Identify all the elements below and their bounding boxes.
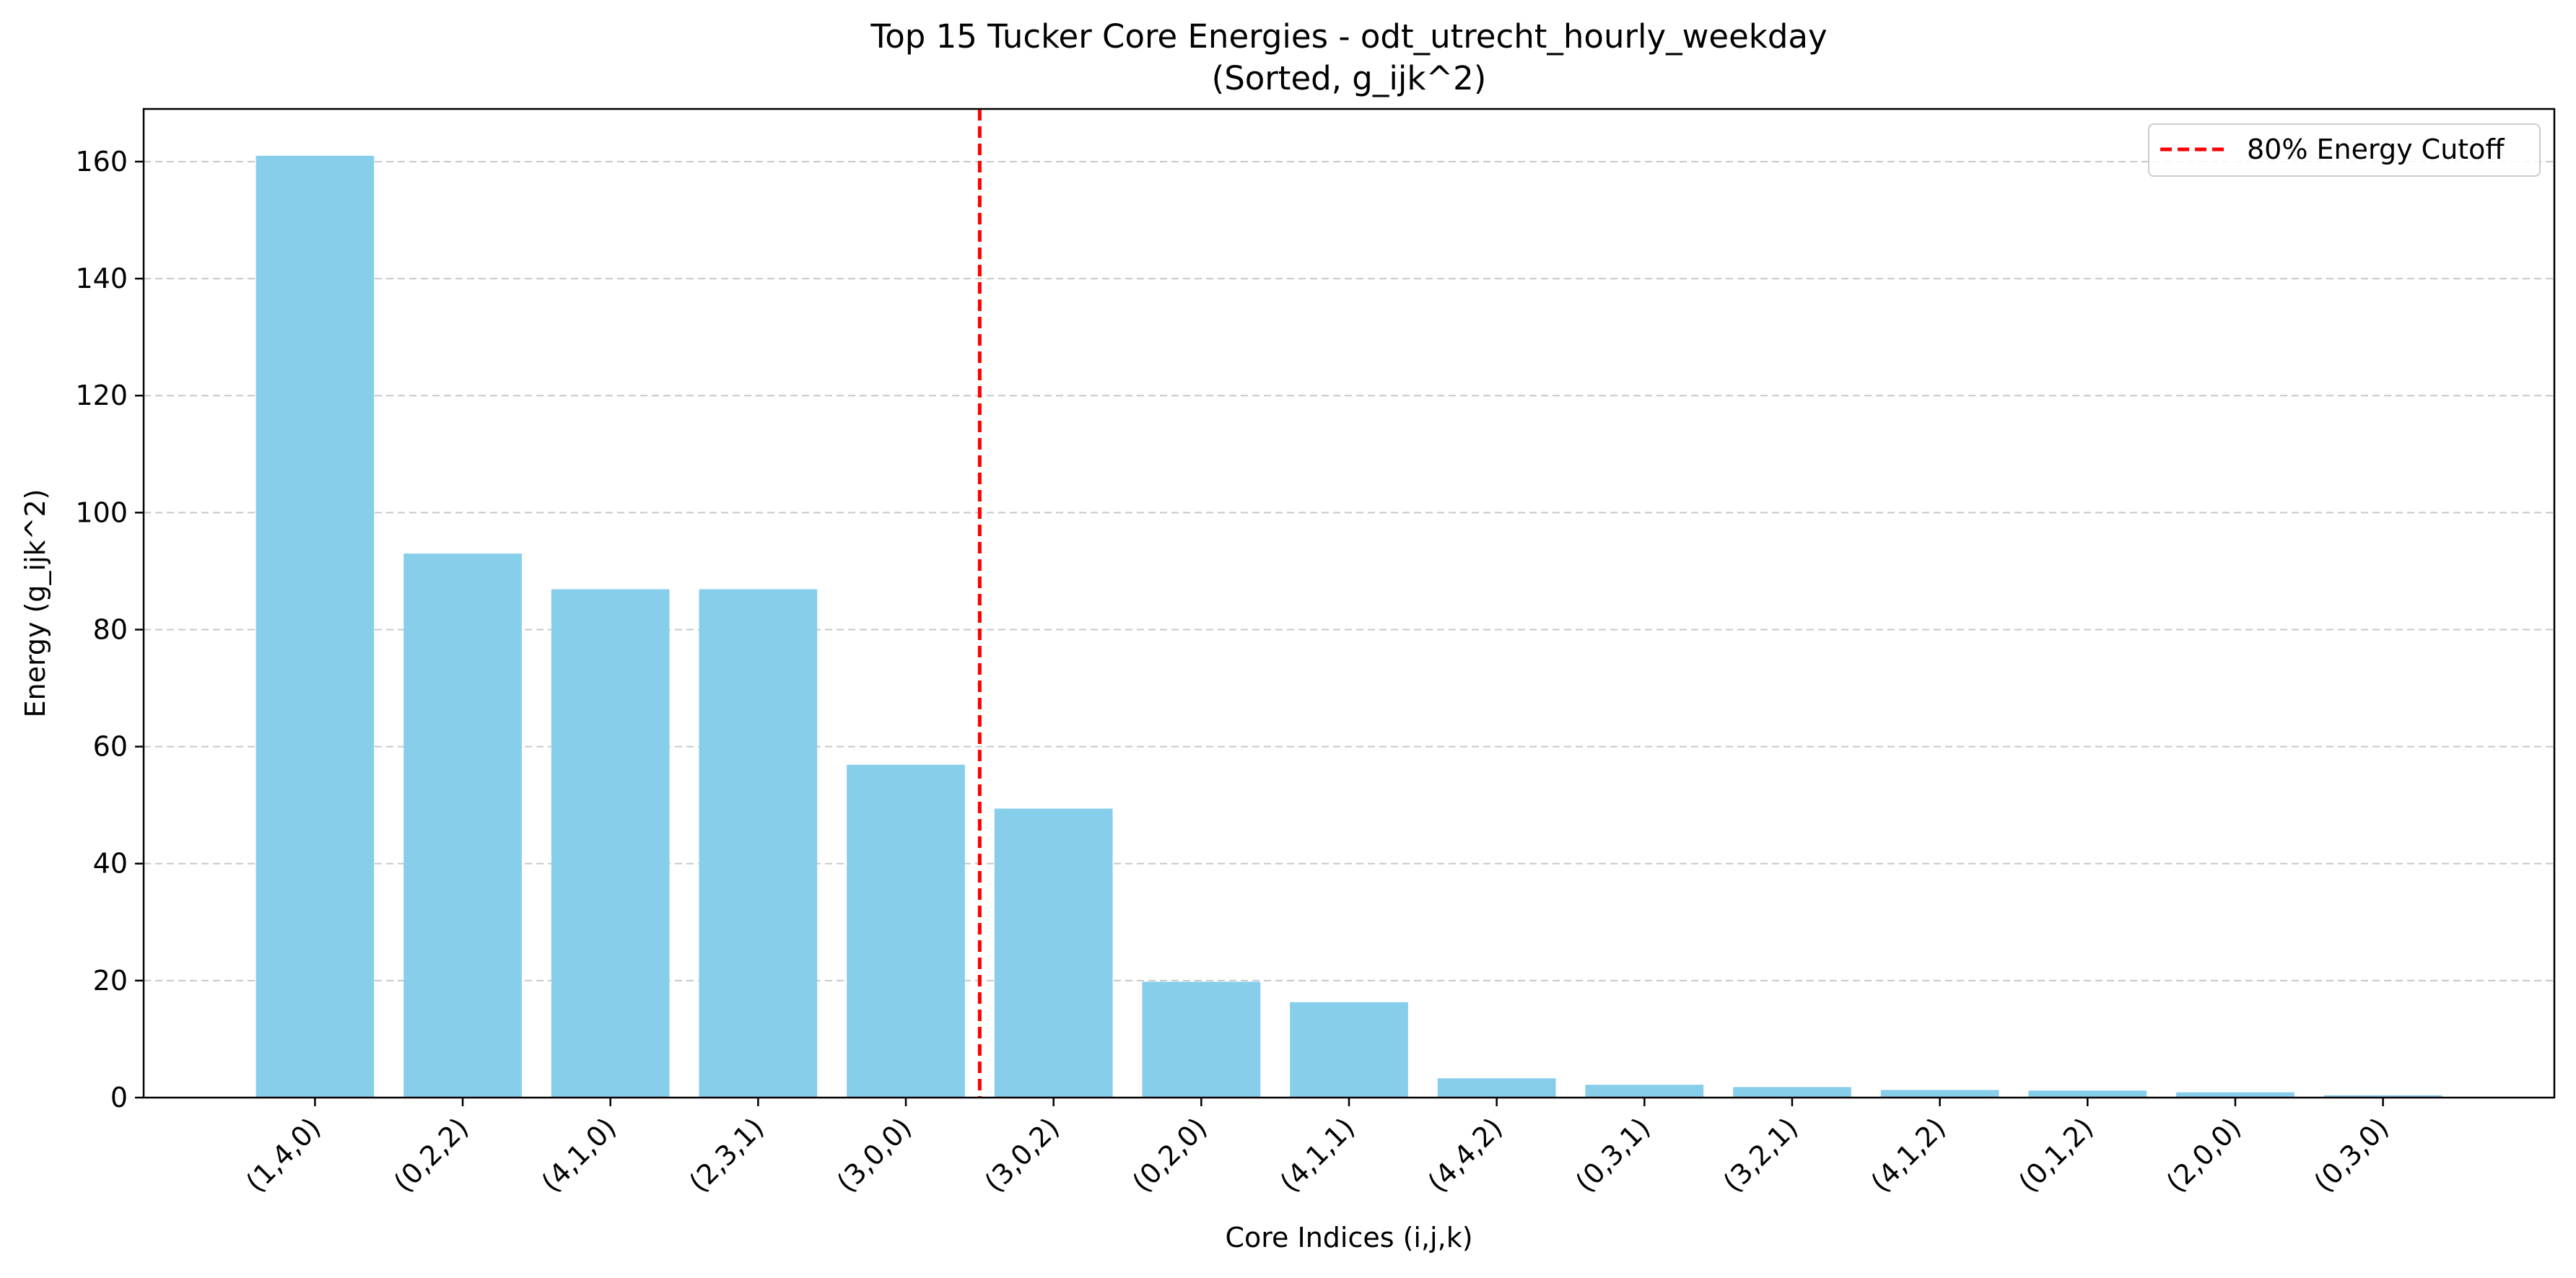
y-tick-label: 140	[75, 263, 128, 294]
x-tick-label: (4,4,2)	[1422, 1111, 1509, 1198]
x-tick-label: (2,3,1)	[683, 1111, 769, 1198]
bar	[256, 155, 375, 1098]
bar	[1290, 1002, 1408, 1098]
y-axis-ticks: 0 20 40 60 80 100 120 140 160	[75, 146, 144, 1113]
x-tick-label: (2,0,0)	[2160, 1111, 2247, 1198]
bar	[2028, 1090, 2147, 1098]
y-tick-label: 160	[75, 146, 128, 178]
y-tick-label: 120	[75, 380, 128, 411]
x-tick-label: (0,2,0)	[1126, 1111, 1213, 1198]
bar	[2176, 1092, 2295, 1098]
x-tick-label: (3,2,1)	[1717, 1111, 1804, 1198]
bar	[403, 553, 522, 1098]
legend-cutoff-label: 80% Energy Cutoff	[2247, 134, 2505, 165]
x-tick-label: (4,1,2)	[1865, 1111, 1952, 1198]
bar	[699, 589, 818, 1098]
x-axis-ticks: (1,4,0) (0,2,2) (4,1,0) (2,3,1) (3,0,0) (3,0,…	[240, 1098, 2395, 1199]
bar	[994, 808, 1113, 1098]
bars	[256, 155, 2442, 1098]
bar	[1880, 1090, 1999, 1098]
y-tick-label: 40	[93, 848, 128, 880]
y-tick-label: 0	[110, 1082, 128, 1113]
bar	[1585, 1085, 1704, 1098]
chart-subtitle: (Sorted, g_ijk^2)	[1212, 59, 1487, 97]
x-tick-label: (0,1,2)	[2012, 1111, 2099, 1198]
x-tick-label: (4,1,0)	[536, 1111, 622, 1198]
x-tick-label: (0,3,1)	[1569, 1111, 1656, 1198]
bar	[1142, 981, 1261, 1098]
x-tick-label: (3,0,0)	[831, 1111, 917, 1198]
y-tick-label: 80	[93, 613, 128, 645]
x-tick-label: (1,4,0)	[240, 1111, 326, 1198]
x-axis-label: Core Indices (i,j,k)	[1225, 1222, 1472, 1253]
bar	[551, 589, 670, 1098]
x-tick-label: (3,0,2)	[979, 1111, 1065, 1198]
legend-box	[2148, 123, 2541, 177]
x-tick-label: (0,3,0)	[2308, 1111, 2395, 1198]
y-tick-label: 60	[93, 731, 128, 763]
x-tick-label: (0,2,2)	[388, 1111, 474, 1198]
y-tick-label: 20	[93, 965, 128, 997]
y-tick-label: 100	[75, 496, 128, 528]
bar	[1437, 1078, 1556, 1098]
bar	[2323, 1095, 2442, 1098]
bar	[847, 764, 965, 1098]
chart-title: Top 15 Tucker Core Energies - odt_utrech…	[870, 17, 1827, 56]
bar	[1733, 1087, 1851, 1098]
x-tick-label: (4,1,1)	[1274, 1111, 1361, 1198]
legend: 80% Energy Cutoff	[2148, 123, 2541, 177]
y-axis-label: Energy (g_ijk^2)	[19, 489, 51, 717]
